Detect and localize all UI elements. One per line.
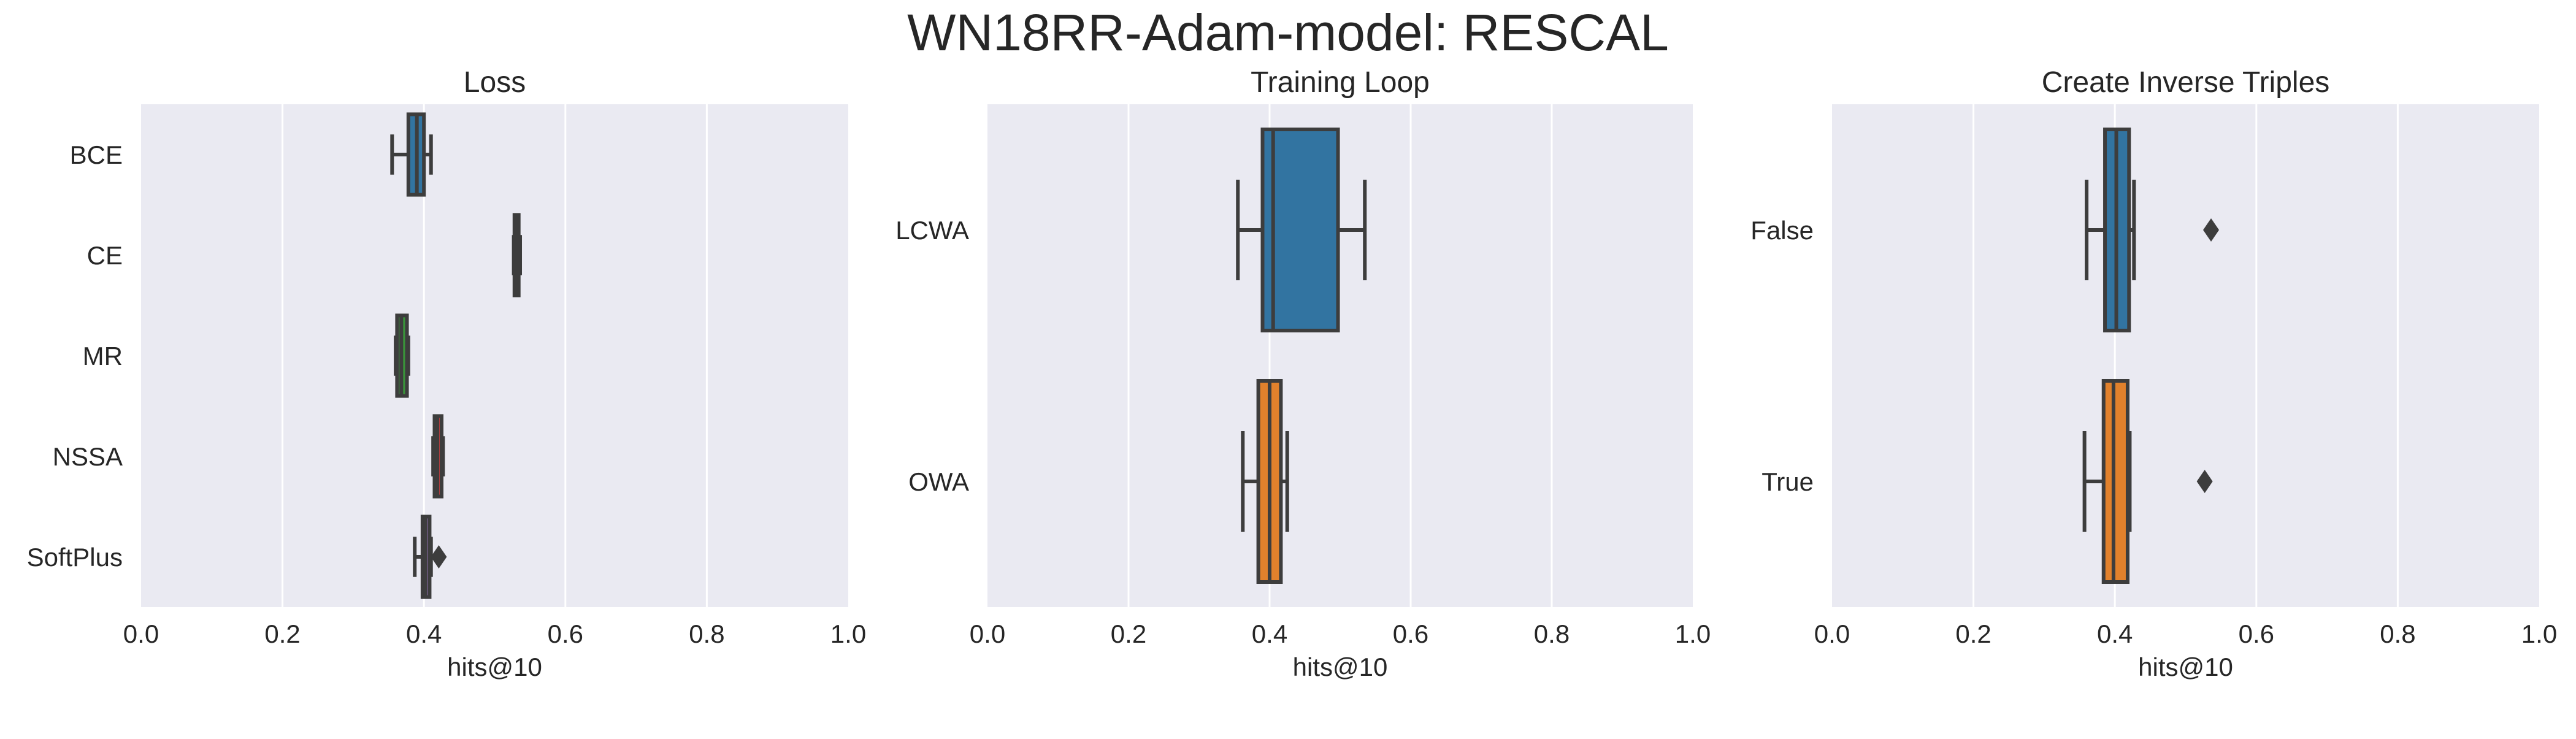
outlier-marker	[2196, 470, 2213, 493]
plot-area	[141, 104, 848, 607]
outlier-marker	[431, 545, 447, 569]
x-axis-label: hits@10	[2138, 653, 2233, 681]
x-tick-label: 0.4	[1252, 619, 1287, 648]
x-tick-label: 0.0	[123, 619, 159, 648]
x-tick-label: 0.4	[406, 619, 442, 648]
plot-area	[987, 104, 1693, 607]
x-tick-label: 0.6	[2239, 619, 2274, 648]
x-tick-label: 0.8	[2380, 619, 2415, 648]
subplot-title: Create Inverse Triples	[2042, 66, 2330, 99]
x-tick-label: 0.6	[548, 619, 583, 648]
x-tick-label: 0.4	[2097, 619, 2133, 648]
x-tick-label: 0.2	[1955, 619, 1991, 648]
x-tick-label: 0.0	[1814, 619, 1850, 648]
x-axis-label: hits@10	[1293, 653, 1388, 681]
x-tick-label: 1.0	[1675, 619, 1711, 648]
y-tick-label: CE	[87, 241, 123, 270]
box-false	[2085, 128, 2220, 332]
x-tick-label: 1.0	[2521, 619, 2557, 648]
x-tick-label: 0.2	[264, 619, 300, 648]
box-iqr	[2101, 379, 2129, 584]
outlier-marker	[2203, 218, 2220, 242]
subplot-1: 0.0 0.2 0.4 0.6 0.8 1.0 Loss hits@10 BCE CE MR NSSA…	[27, 66, 867, 681]
y-tick-label: LCWA	[895, 216, 969, 245]
x-tick-label: 0.2	[1111, 619, 1146, 648]
box-lcwa	[1236, 128, 1367, 332]
y-tick-label: MR	[83, 342, 123, 370]
box-iqr	[1260, 128, 1340, 332]
x-tick-label: 0.8	[1534, 619, 1570, 648]
plot-area	[1832, 104, 2539, 607]
y-tick-label: SoftPlus	[27, 543, 123, 572]
box-softplus	[413, 515, 447, 599]
subplot-3: 0.0 0.2 0.4 0.6 0.8 1.0 Create Inverse Triples…	[1750, 66, 2557, 681]
y-tick-label: BCE	[70, 140, 123, 169]
x-tick-label: 0.6	[1393, 619, 1428, 648]
box-mr	[394, 313, 410, 398]
x-axis-label: hits@10	[447, 653, 542, 681]
y-tick-label: OWA	[908, 467, 969, 496]
y-tick-label: False	[1750, 216, 1814, 245]
box-ce	[512, 213, 523, 297]
y-tick-label: NSSA	[53, 442, 123, 471]
subplot-title: Training Loop	[1251, 66, 1430, 99]
subplot-2: 0.0 0.2 0.4 0.6 0.8 1.0 Training Loop hits@10 LC…	[895, 66, 1711, 681]
x-tick-label: 0.0	[970, 619, 1005, 648]
y-tick-label: True	[1761, 467, 1814, 496]
x-tick-label: 0.8	[689, 619, 724, 648]
box-bce	[390, 112, 433, 197]
box-true	[2082, 379, 2213, 584]
x-tick-label: 1.0	[830, 619, 866, 648]
figure-title: WN18RR-Adam-model: RESCAL	[907, 4, 1669, 61]
subplot-title: Loss	[464, 66, 526, 99]
box-nssa	[431, 414, 445, 499]
box-owa	[1241, 379, 1289, 584]
